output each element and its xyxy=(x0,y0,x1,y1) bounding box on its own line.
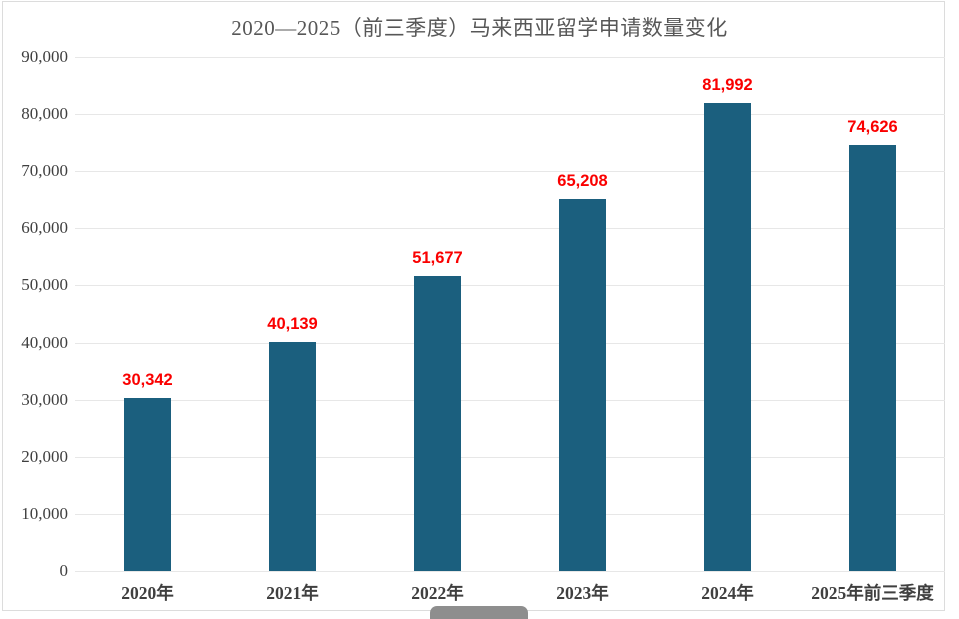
bar-value-label: 65,208 xyxy=(557,171,608,190)
y-axis-tick-label: 40,000 xyxy=(21,332,68,352)
y-axis-tick-label: 30,000 xyxy=(21,389,68,409)
y-axis-tick-label: 70,000 xyxy=(21,161,68,181)
x-axis-label: 2021年 xyxy=(266,583,319,603)
y-axis-tick-label: 80,000 xyxy=(21,104,68,124)
bar xyxy=(849,144,896,571)
gridline xyxy=(75,114,945,116)
bar xyxy=(704,102,751,571)
x-axis-label: 2020年 xyxy=(121,583,174,603)
x-axis-label: 2025年前三季度 xyxy=(811,583,934,603)
y-axis-tick-label: 50,000 xyxy=(21,275,68,295)
gridline xyxy=(75,285,945,287)
bar xyxy=(124,397,171,571)
gridline xyxy=(75,171,945,173)
chart-title: 2020—2025（前三季度）马来西亚留学申请数量变化 xyxy=(231,16,728,40)
bar xyxy=(559,198,606,571)
gridline xyxy=(75,57,945,58)
y-axis-tick-label: 10,000 xyxy=(21,503,68,523)
gridline xyxy=(75,513,945,515)
x-axis-label: 2022年 xyxy=(411,583,464,603)
bar-value-label: 30,342 xyxy=(122,370,173,389)
bar xyxy=(414,275,461,571)
gridline xyxy=(75,228,945,230)
y-axis-tick-label: 0 xyxy=(59,561,69,580)
y-axis-tick-label: 20,000 xyxy=(21,446,68,466)
gridline xyxy=(75,571,945,572)
bar-value-label: 51,677 xyxy=(412,248,463,267)
x-axis-label: 2024年 xyxy=(701,583,754,603)
gridline xyxy=(75,456,945,458)
gridline xyxy=(75,342,945,344)
y-axis-tick-label: 60,000 xyxy=(21,218,68,238)
bar-value-label: 81,992 xyxy=(702,75,753,94)
bar xyxy=(269,341,316,571)
x-axis-label: 2023年 xyxy=(556,583,609,603)
bar-value-label: 74,626 xyxy=(847,117,898,136)
y-axis-tick-label: 90,000 xyxy=(21,47,68,66)
gridline xyxy=(75,399,945,401)
bar-value-label: 40,139 xyxy=(267,314,318,333)
horizontal-scrollbar-thumb[interactable] xyxy=(430,606,528,619)
